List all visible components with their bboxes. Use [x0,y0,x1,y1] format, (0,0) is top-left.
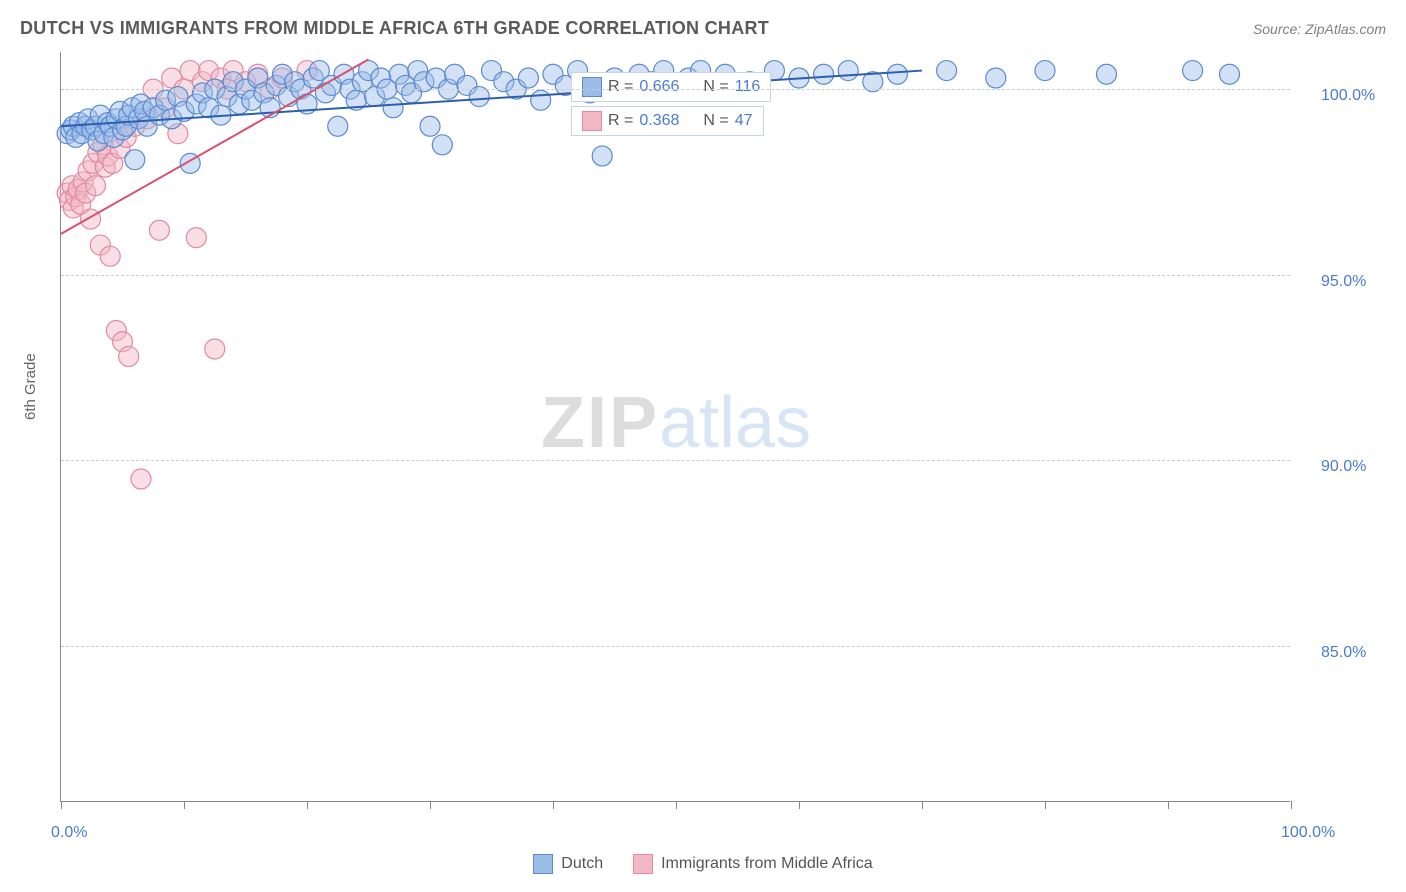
legend-label-1: Immigrants from Middle Africa [661,855,873,873]
x-tick [799,801,800,809]
x-tick [1045,801,1046,809]
stats-n-label-0: N = [703,78,728,96]
x-tick [1291,801,1292,809]
gridline-h [61,460,1290,461]
scatter-point [1220,64,1240,84]
scatter-point [1183,61,1203,81]
stats-n-label-1: N = [703,112,728,130]
scatter-point [518,68,538,88]
stats-n-value-0: 116 [735,78,761,96]
x-tick-label: 0.0% [51,824,87,842]
chart-header: DUTCH VS IMMIGRANTS FROM MIDDLE AFRICA 6… [20,18,1386,39]
scatter-point [149,220,169,240]
y-tick-label: 95.0% [1321,273,1366,291]
x-tick [676,801,677,809]
scatter-point [119,346,139,366]
stats-n-value-1: 47 [735,112,753,130]
x-tick [307,801,308,809]
scatter-point [592,146,612,166]
stats-r-value-1: 0.368 [639,112,679,130]
scatter-point [100,246,120,266]
scatter-point [85,176,105,196]
scatter-point [1035,61,1055,81]
y-tick-label: 100.0% [1321,87,1375,105]
gridline-h [61,646,1290,647]
x-tick [184,801,185,809]
scatter-point [131,469,151,489]
scatter-point [420,116,440,136]
legend-item-1: Immigrants from Middle Africa [633,854,873,874]
y-tick-label: 85.0% [1321,644,1366,662]
scatter-point [937,61,957,81]
gridline-h [61,275,1290,276]
x-tick [1168,801,1169,809]
stats-swatch-1 [582,111,602,131]
scatter-point [531,90,551,110]
chart-canvas [61,52,1290,801]
y-tick-label: 90.0% [1321,458,1366,476]
x-tick [922,801,923,809]
scatter-point [328,116,348,136]
scatter-point [383,98,403,118]
scatter-point [814,64,834,84]
chart-title: DUTCH VS IMMIGRANTS FROM MIDDLE AFRICA 6… [20,18,769,39]
stats-box-series-0: R = 0.666 N = 116 [571,72,771,102]
legend-swatch-0 [533,854,553,874]
x-tick [553,801,554,809]
scatter-point [887,64,907,84]
stats-r-label-1: R = [608,112,633,130]
scatter-point [1097,64,1117,84]
legend-label-0: Dutch [561,855,603,873]
stats-r-value-0: 0.666 [639,78,679,96]
x-tick [430,801,431,809]
stats-r-label-0: R = [608,78,633,96]
scatter-point [432,135,452,155]
scatter-point [205,339,225,359]
scatter-point [186,228,206,248]
stats-swatch-0 [582,77,602,97]
x-tick [61,801,62,809]
gridline-h [61,89,1290,90]
y-axis-label: 6th Grade [22,353,39,420]
x-tick-label: 100.0% [1281,824,1335,842]
scatter-point [838,61,858,81]
legend-swatch-1 [633,854,653,874]
chart-source: Source: ZipAtlas.com [1253,21,1386,37]
scatter-point [125,150,145,170]
plot-area: ZIPatlas R = 0.666 N = 116 R = 0.368 N =… [60,52,1290,802]
bottom-legend: Dutch Immigrants from Middle Africa [0,854,1406,874]
scatter-point [986,68,1006,88]
legend-item-0: Dutch [533,854,603,874]
stats-box-series-1: R = 0.368 N = 47 [571,106,764,136]
